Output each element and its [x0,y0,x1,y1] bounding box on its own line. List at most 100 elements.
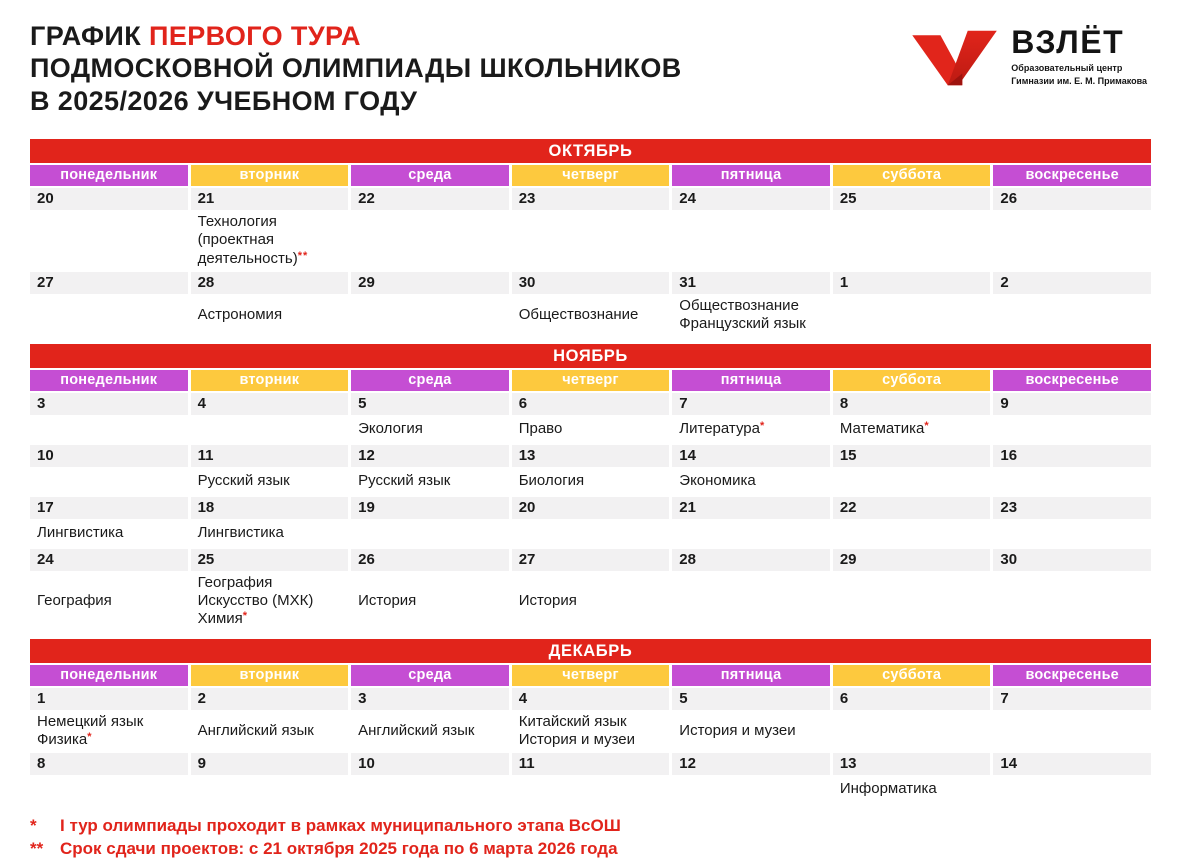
logo-subtitle-line-1: Образовательный центр [1011,63,1123,73]
day-content-cell [832,570,991,633]
footnote-1-text: I тур олимпиады проходит в рамках муници… [60,816,621,836]
date-cell: 26 [351,548,509,571]
subject-asterisk: * [242,610,249,623]
weekday-header-cell: четверг [511,165,670,187]
day-content-cell [993,518,1151,549]
date-cell: 1 [832,272,991,295]
weekday-header-cell: четверг [511,664,670,686]
weekday-header-cell: воскресенье [993,664,1151,686]
date-cell: 14 [672,444,830,467]
day-content-cell: Немецкий язык Физика* [30,709,188,754]
weekday-header-row: понедельник вторник среда четверг пятница суб… [30,369,1151,391]
day-content-cell: Обществознание Французский язык [672,294,830,338]
subject-label: Французский язык [679,315,806,333]
month-header: НОЯБРЬ [30,343,1151,368]
subject-label: Китайский язык [518,712,627,730]
date-cell: 3 [351,687,509,710]
subject-label: Английский язык [197,721,314,739]
weekday-header-cell: суббота [832,165,991,187]
subject-label: Русский язык [197,472,290,489]
subject-label: Биология [518,472,585,489]
month-header: ОКТЯБРЬ [30,139,1151,164]
day-content-cell: Биология [511,466,670,497]
weekday-header-cell: вторник [190,165,349,187]
subject-label: Немецкий язык [37,712,144,730]
week-date-row: 27 28 29 30 31 1 2 [30,272,1151,295]
date-cell: 30 [993,548,1151,571]
date-cell: 4 [190,392,349,415]
day-content-cell: История и музеи [672,709,830,754]
date-cell: 29 [832,548,991,571]
title-line-2: ПОДМОСКОВНОЙ ОЛИМПИАДЫ ШКОЛЬНИКОВ [30,53,682,84]
week-date-row: 8 9 10 11 12 13 14 [30,753,1151,776]
date-cell: 20 [511,496,670,519]
week-content-row: Астрономия Обществознание Обществознание Фр… [30,294,1151,338]
day-content-cell [993,466,1151,497]
week-date-row: 10 11 12 13 14 15 16 [30,444,1151,467]
day-content-cell [832,518,991,549]
weekday-header-cell: суббота [832,369,991,391]
day-content-cell [190,414,349,445]
weekday-header-cell: вторник [190,664,349,686]
date-cell: 10 [30,444,188,467]
day-content-cell [30,775,188,806]
subject-label: Английский язык [358,721,475,739]
date-cell: 8 [30,753,188,776]
subject-label: История [358,591,417,609]
title-line-3: В 2025/2026 УЧЕБНОМ ГОДУ [30,85,418,116]
month-block: НОЯБРЬ понедельник вторник среда четверг пятн… [30,343,1151,633]
date-cell: 22 [832,496,991,519]
date-cell: 9 [190,753,349,776]
footnote-2: ** Срок сдачи проектов: с 21 октября 202… [30,838,1151,861]
subject-label: Литература* [679,420,766,437]
day-content-cell: История [511,570,670,633]
vzlyot-logo: ВЗЛЁТ Образовательный центр Гимназии им.… [909,26,1147,88]
subject-label: Русский язык [358,472,451,489]
day-content-cell: Лингвистика [190,518,349,549]
date-cell: 17 [30,496,188,519]
day-content-cell [993,294,1151,338]
month-block: ОКТЯБРЬ понедельник вторник среда четверг пят… [30,139,1151,338]
weekday-header-cell: суббота [832,664,991,686]
date-cell: 19 [351,496,509,519]
title-highlight: ПЕРВОГО ТУРА [149,21,361,51]
day-content-cell [351,518,509,549]
weekday-header-cell: понедельник [30,369,188,391]
day-content-cell: Лингвистика [30,518,188,549]
date-cell: 30 [511,272,670,295]
subject-label: Информатика [839,780,937,798]
subject-label: Право [518,420,563,437]
date-cell: 2 [993,272,1151,295]
day-content-cell [30,414,188,445]
day-content-cell [190,775,349,806]
week-content-row: Немецкий язык Физика* Английский язык Англи… [30,709,1151,754]
subject-asterisk: * [87,730,93,743]
day-content-cell: Технология (проектная деятельность)** [190,210,349,273]
subject-label: История и музеи [679,721,796,739]
subject-label: Обществознание [518,306,639,324]
date-cell: 31 [672,272,830,295]
subject-label: Лингвистика [197,524,284,541]
date-cell: 27 [511,548,670,571]
subject-label: География [197,573,273,591]
date-cell: 21 [672,496,830,519]
month-block: ДЕКАБРЬ понедельник вторник среда четверг пят… [30,638,1151,806]
subject-label: Астрономия [197,306,283,324]
date-cell: 5 [351,392,509,415]
weekday-header-cell: вторник [190,369,349,391]
week-date-row: 20 21 22 23 24 25 26 [30,188,1151,211]
calendar: ОКТЯБРЬ понедельник вторник среда четверг пят… [30,139,1151,806]
subject-asterisk: * [924,420,930,432]
title-prefix: ГРАФИК [30,21,142,51]
date-cell: 9 [993,392,1151,415]
date-cell: 25 [832,188,991,211]
day-content-cell [351,210,509,273]
date-cell: 12 [672,753,830,776]
date-cell: 7 [993,687,1151,710]
day-content-cell [351,294,509,338]
date-cell: 23 [993,496,1151,519]
title-line-1: ГРАФИК ПЕРВОГО ТУРА [30,20,682,52]
day-content-cell: География Искусство (МХК) Химия* [190,570,349,633]
day-content-cell: Математика* [832,414,991,445]
